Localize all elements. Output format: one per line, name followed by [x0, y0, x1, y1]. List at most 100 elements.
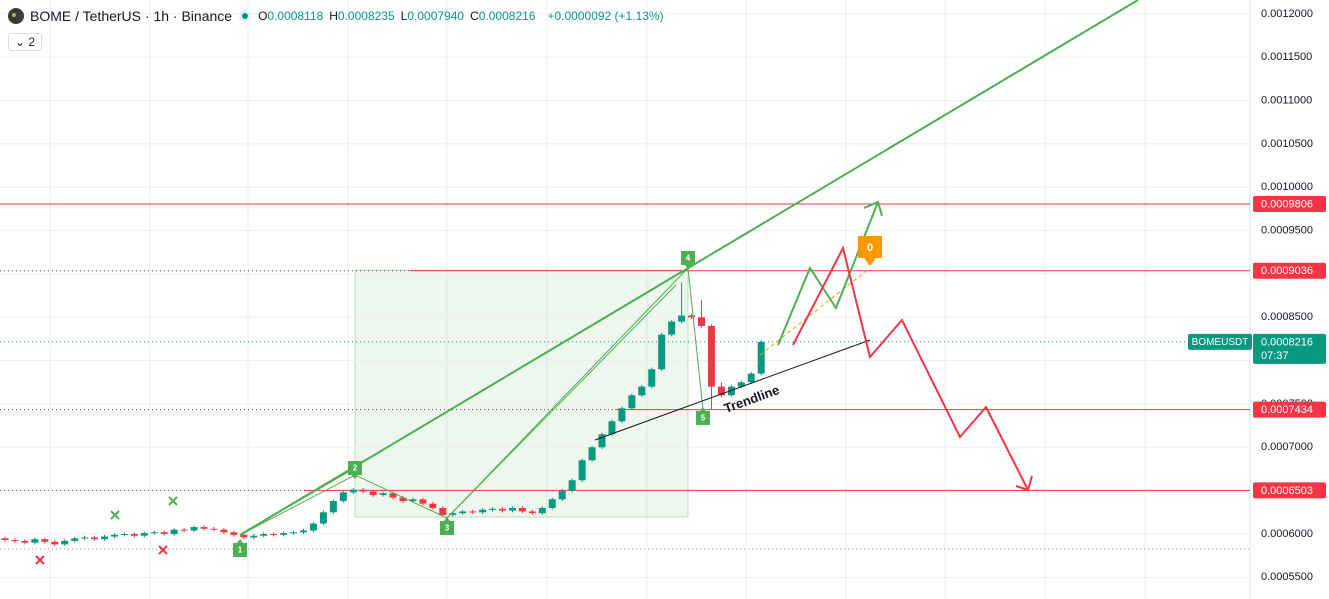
- ohlc-value: 0.0007940: [407, 9, 465, 23]
- candle-body: [409, 499, 417, 502]
- candle-body: [170, 529, 178, 534]
- candle-body: [399, 497, 407, 502]
- plot: [0, 13, 1250, 578]
- y-tick-label: 0.0008500: [1261, 311, 1313, 323]
- symbol-label: BOMEUSDT: [1192, 337, 1249, 348]
- ohlc-key: C: [470, 9, 479, 23]
- candle-body: [81, 537, 89, 539]
- candle-body: [688, 315, 696, 318]
- candle-body: [727, 386, 735, 396]
- ohlc-key: O: [258, 9, 268, 23]
- level-label-bg: [1253, 482, 1326, 499]
- candle-body: [658, 334, 666, 370]
- last-price-label: 0.0008216: [1261, 336, 1313, 348]
- symbol-title: BOME / TetherUS · 1h · Binance: [30, 8, 233, 24]
- candle-body: [638, 386, 646, 396]
- candle-body: [707, 325, 715, 387]
- candle-body: [618, 408, 626, 422]
- candle-body: [757, 341, 765, 374]
- ohlc-value: 0.0008216: [478, 9, 536, 23]
- candle-body: [31, 539, 39, 543]
- level-label: 0.0007434: [1261, 404, 1313, 416]
- ohlc-key: L: [400, 9, 408, 23]
- candle-body: [588, 447, 596, 461]
- candle-body: [329, 501, 337, 513]
- symbol-label-bg: [1188, 333, 1252, 350]
- wave-tag: [233, 539, 247, 557]
- arrow-head: [1015, 475, 1033, 492]
- candle-body: [91, 537, 99, 540]
- wave-line: [239, 467, 356, 536]
- ohlc-key: H: [329, 9, 338, 23]
- indicator-count: 2: [28, 35, 36, 49]
- target-label: 0: [867, 242, 873, 254]
- candle-body: [41, 539, 49, 542]
- candle-body: [598, 434, 606, 448]
- candle-body: [130, 533, 138, 536]
- candle-body: [11, 540, 19, 542]
- candle-body: [71, 538, 79, 541]
- candle-body: [200, 527, 208, 529]
- wave-label: 3: [445, 524, 450, 533]
- change: +0.0000092 (+1.13%): [547, 9, 664, 23]
- indicator-toggle[interactable]: ⌄ 2: [8, 33, 43, 51]
- y-tick-label: 0.0007000: [1261, 441, 1313, 453]
- level-label-bg: [1253, 401, 1326, 418]
- ohlc: O0.0008118 H0.0008235 L0.0007940 C0.0008216: [258, 9, 541, 23]
- candle-body: [220, 529, 228, 533]
- candle-body: [240, 534, 248, 538]
- wave-tag: [440, 517, 454, 535]
- ohlc-value: 0.0008118: [267, 9, 324, 23]
- y-tick-label: 0.0011000: [1261, 94, 1312, 106]
- level-label-bg: [1253, 196, 1326, 213]
- candle-body: [260, 533, 268, 536]
- wave-tag: [348, 461, 362, 479]
- candle-body: [379, 493, 387, 495]
- wave-label: 5: [701, 414, 706, 423]
- candle-body: [21, 540, 29, 543]
- countdown: 07:37: [1261, 350, 1289, 362]
- y-tick-label: 0.0010500: [1261, 138, 1313, 150]
- candle-body: [369, 491, 377, 495]
- candle-body: [518, 507, 526, 512]
- candle-body: [499, 508, 506, 511]
- candle-body: [489, 508, 497, 510]
- range-box: [354, 269, 689, 518]
- candle-body: [140, 533, 148, 536]
- candle-body: [319, 512, 327, 524]
- candle-body: [449, 513, 457, 515]
- candle-body: [230, 532, 238, 535]
- y-tick-label: 0.0012000: [1261, 8, 1313, 20]
- buy-marker: [110, 496, 178, 520]
- candle-body: [180, 529, 188, 531]
- wave-label: 1: [238, 546, 243, 555]
- wave-label: 4: [686, 254, 691, 263]
- candle-body: [419, 499, 427, 504]
- symbol-icon: [8, 8, 24, 24]
- y-tick-label: 0.0005500: [1261, 571, 1313, 583]
- candle-body: [110, 534, 118, 537]
- candle-body: [300, 530, 307, 533]
- candle-body: [668, 321, 676, 335]
- candle-body: [339, 492, 347, 502]
- candle-body: [150, 532, 158, 534]
- candle-body: [538, 507, 546, 514]
- vertical-grid: [49, 0, 1146, 599]
- level-label: 0.0009036: [1261, 265, 1313, 277]
- candle-body: [210, 528, 218, 530]
- ohlc-value: 0.0008235: [337, 9, 395, 23]
- candle-body: [349, 489, 357, 493]
- candle-body: [1, 538, 9, 541]
- y-tick-label: 0.0010000: [1261, 181, 1313, 193]
- projection-line: [759, 267, 871, 356]
- wave-tag: [696, 407, 710, 425]
- y-tick-label: 0.0006000: [1261, 528, 1313, 540]
- candle-body: [568, 480, 576, 491]
- candle-body: [61, 540, 69, 545]
- candle-body: [120, 533, 128, 535]
- arrow-head: [863, 200, 883, 217]
- candle-body: [648, 369, 656, 387]
- candle-body: [628, 395, 636, 409]
- bear-path: [792, 245, 1029, 491]
